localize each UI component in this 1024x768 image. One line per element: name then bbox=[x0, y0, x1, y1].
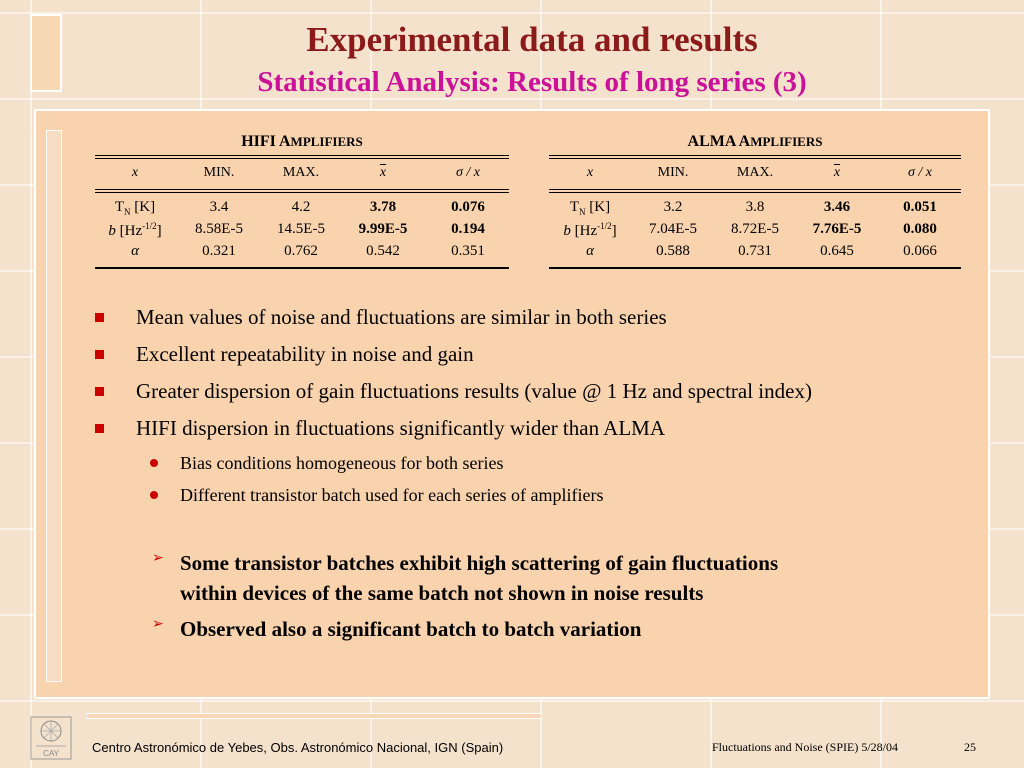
bullet-square-icon bbox=[95, 313, 104, 322]
footer-institution: Centro Astronómico de Yebes, Obs. Astron… bbox=[92, 740, 504, 755]
cell-mean: 3.78 bbox=[369, 199, 397, 215]
svg-text:CAY: CAY bbox=[43, 749, 60, 758]
table-row: b [Hz-1/2] 8.58E-5 14.5E-5 9.99E-5 0.194 bbox=[95, 221, 509, 243]
header-mean: x bbox=[833, 165, 841, 180]
cell-mean: 7.76E-5 bbox=[812, 221, 862, 237]
header-x: x bbox=[131, 165, 139, 180]
table-rule bbox=[549, 155, 961, 159]
table-caption: ALMA AMPLIFIERS bbox=[687, 133, 823, 150]
table-row: TN [K] 3.2 3.8 3.46 0.051 bbox=[549, 199, 961, 221]
cell-max: 4.2 bbox=[291, 199, 311, 215]
bullet-square-icon bbox=[95, 350, 104, 359]
alma-table: ALMA AMPLIFIERS x MIN. MAX. x σ / x TN [… bbox=[549, 133, 961, 273]
cell-min: 3.4 bbox=[209, 199, 229, 215]
header-min: MIN. bbox=[203, 165, 235, 180]
cell-mean: 3.46 bbox=[823, 199, 851, 215]
cell-ratio: 0.080 bbox=[903, 221, 937, 237]
cell-ratio: 0.351 bbox=[451, 243, 485, 259]
header-min: MIN. bbox=[657, 165, 689, 180]
table-rule bbox=[95, 267, 509, 269]
cell-max: 0.731 bbox=[738, 243, 772, 259]
header-x: x bbox=[586, 165, 594, 180]
content-panel bbox=[34, 109, 990, 699]
bullet-square-icon bbox=[95, 387, 104, 396]
slide-title: Experimental data and results bbox=[306, 20, 758, 59]
table-header-row: x MIN. MAX. x σ / x bbox=[95, 165, 509, 187]
table-row: b [Hz-1/2] 7.04E-5 8.72E-5 7.76E-5 0.080 bbox=[549, 221, 961, 243]
row-label: b [Hz-1/2] bbox=[563, 221, 617, 239]
cell-ratio: 0.051 bbox=[903, 199, 937, 215]
cell-ratio: 0.066 bbox=[903, 243, 937, 259]
row-label: α bbox=[131, 243, 139, 259]
bullet-dot-icon bbox=[150, 459, 158, 467]
hifi-table: HIFI AMPLIFIERS x MIN. MAX. x σ / x TN [… bbox=[95, 133, 509, 273]
row-label: TN [K] bbox=[569, 199, 611, 217]
footer-rule bbox=[86, 713, 542, 719]
cell-min: 7.04E-5 bbox=[649, 221, 697, 237]
cell-min: 0.588 bbox=[656, 243, 690, 259]
cell-min: 8.58E-5 bbox=[195, 221, 243, 237]
cay-logo: CAY bbox=[30, 716, 72, 760]
cell-max: 8.72E-5 bbox=[731, 221, 779, 237]
cell-min: 3.2 bbox=[663, 199, 683, 215]
table-caption: HIFI AMPLIFIERS bbox=[241, 133, 363, 150]
cell-max: 14.5E-5 bbox=[277, 221, 325, 237]
row-label: b [Hz-1/2] bbox=[108, 221, 162, 239]
cell-max: 3.8 bbox=[745, 199, 765, 215]
table-rule bbox=[95, 155, 509, 159]
row-label: TN [K] bbox=[114, 199, 156, 217]
cell-mean: 0.542 bbox=[366, 243, 400, 259]
row-label: α bbox=[586, 243, 594, 259]
table-header-row: x MIN. MAX. x σ / x bbox=[549, 165, 961, 187]
cell-mean: 9.99E-5 bbox=[358, 221, 408, 237]
footer-conference: Fluctuations and Noise (SPIE) 5/28/04 bbox=[712, 740, 898, 754]
table-rule bbox=[549, 267, 961, 269]
header-max: MAX. bbox=[736, 165, 774, 180]
header-max: MAX. bbox=[282, 165, 320, 180]
table-rule bbox=[95, 189, 509, 193]
decorative-bar bbox=[46, 130, 62, 682]
page-number: 25 bbox=[964, 740, 976, 754]
table-row: α 0.321 0.762 0.542 0.351 bbox=[95, 243, 509, 265]
arrow-bullet-icon: ➢ bbox=[152, 550, 164, 566]
cell-max: 0.762 bbox=[284, 243, 318, 259]
cell-min: 0.321 bbox=[202, 243, 236, 259]
table-rule bbox=[549, 189, 961, 193]
header-ratio: σ / x bbox=[907, 165, 932, 180]
bullet-square-icon bbox=[95, 424, 104, 433]
slide-subtitle: Statistical Analysis: Results of long se… bbox=[257, 66, 807, 98]
header-mean: x bbox=[379, 165, 387, 180]
cell-ratio: 0.194 bbox=[451, 221, 485, 237]
arrow-bullet-icon: ➢ bbox=[152, 616, 164, 632]
header-ratio: σ / x bbox=[455, 165, 480, 180]
bullet-dot-icon bbox=[150, 491, 158, 499]
table-row: TN [K] 3.4 4.2 3.78 0.076 bbox=[95, 199, 509, 221]
table-row: α 0.588 0.731 0.645 0.066 bbox=[549, 243, 961, 265]
cell-mean: 0.645 bbox=[820, 243, 854, 259]
decorative-square bbox=[30, 14, 62, 92]
cell-ratio: 0.076 bbox=[451, 199, 485, 215]
